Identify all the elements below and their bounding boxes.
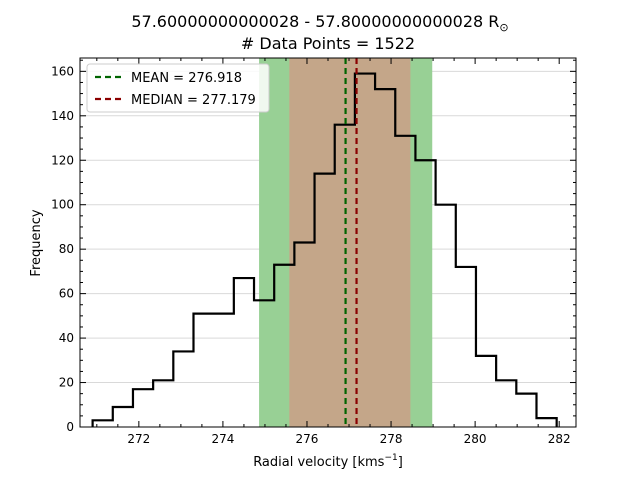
legend-box — [86, 63, 270, 113]
plot-area: 272 274 276 278 280 282 0 20 40 60 80 100 120 140 160 M… — [51, 57, 577, 446]
x-tick-label: 272 — [127, 432, 150, 446]
x-axis-label: Radial velocity [kms−1] — [253, 453, 403, 470]
y-tick-label: 140 — [51, 109, 74, 123]
x-tick-label: 278 — [380, 432, 403, 446]
x-tick-label: 276 — [296, 432, 319, 446]
y-tick-label: 60 — [59, 287, 74, 301]
y-tick-label: 160 — [51, 64, 74, 78]
chart-title-line1: 57.60000000000028 - 57.80000000000028 R⊙ — [131, 12, 508, 34]
x-tick-label: 280 — [464, 432, 487, 446]
legend-label-1: MEDIAN = 277.179 — [131, 93, 256, 108]
y-tick-label: 120 — [51, 153, 74, 167]
legend-label-0: MEAN = 276.918 — [131, 71, 242, 86]
sun-symbol: ⊙ — [499, 21, 508, 34]
histogram-outline — [91, 72, 558, 427]
x-tick-label: 282 — [548, 432, 571, 446]
y-axis-label: Frequency — [29, 209, 44, 276]
chart-title-line2: # Data Points = 1522 — [241, 34, 415, 53]
y-tick-label: 20 — [59, 376, 74, 390]
y-tick-label: 0 — [66, 420, 74, 434]
y-tick-label: 40 — [59, 331, 74, 345]
y-tick-label: 80 — [59, 242, 74, 256]
y-tick-label: 100 — [51, 198, 74, 212]
x-tick-label: 274 — [211, 432, 234, 446]
